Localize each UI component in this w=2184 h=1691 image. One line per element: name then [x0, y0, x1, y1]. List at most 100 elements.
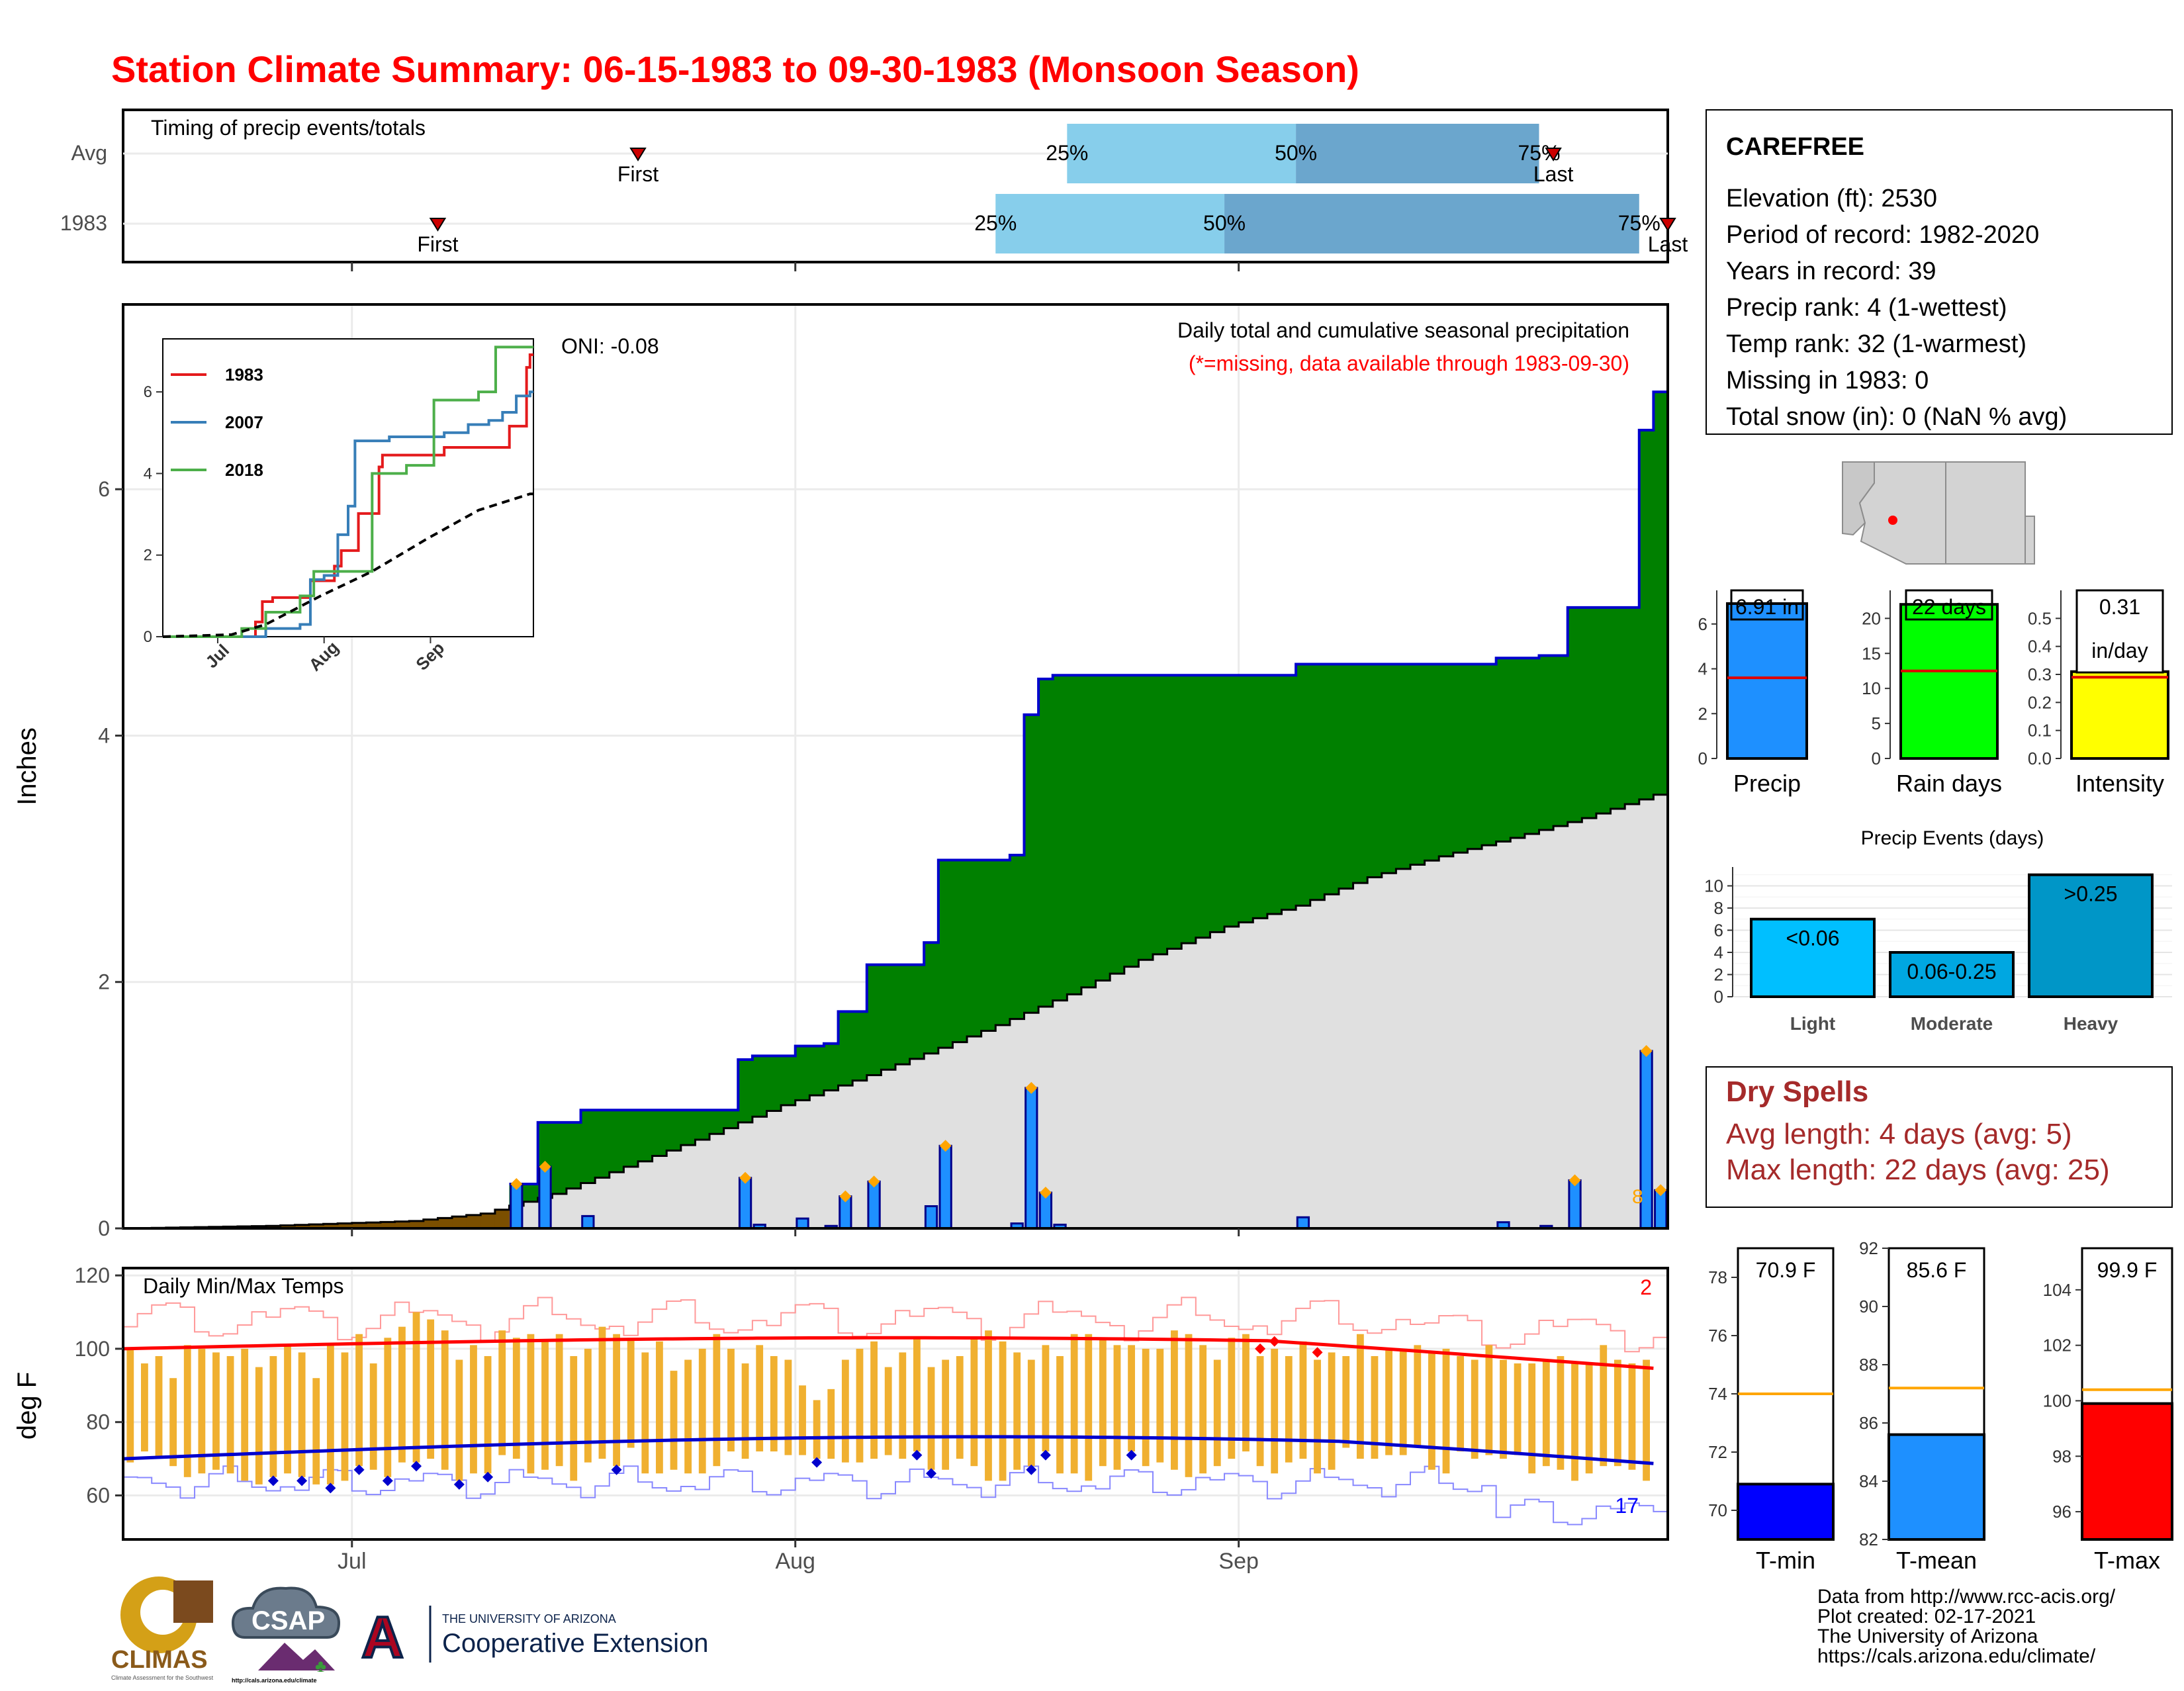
above-avg-segment: [1224, 675, 1239, 927]
timing-bar-25-50: [995, 194, 1224, 253]
daily-precip-bar: [1297, 1217, 1308, 1228]
summary-ytick-label: 6: [1698, 614, 1707, 634]
summary-bar: [1727, 604, 1807, 758]
temp-summary-bar: [1738, 1484, 1833, 1539]
precip-ytick-label: 4: [98, 723, 110, 747]
temp-summary-ytick-label: 86: [1859, 1413, 1878, 1433]
above-avg-segment: [1267, 675, 1282, 914]
above-avg-segment: [610, 1110, 624, 1172]
daily-temp-range-bar: [341, 1352, 349, 1481]
events-ytick-label: 2: [1714, 964, 1723, 984]
above-avg-segment: [581, 1110, 596, 1183]
above-avg-segment: [724, 1110, 739, 1128]
cold-count: 17: [1615, 1494, 1639, 1518]
daily-temp-range-bar: [613, 1334, 620, 1466]
daily-temp-range-bar: [541, 1342, 549, 1470]
above-avg-segment: [1367, 664, 1382, 878]
above-avg-segment: [1596, 608, 1611, 813]
daily-temp-range-bar: [656, 1342, 663, 1473]
above-avg-segment: [938, 860, 953, 1048]
timing-bar-25-50: [1067, 124, 1296, 183]
daily-temp-range-bar: [327, 1345, 334, 1485]
daily-temp-range-bar: [1056, 1356, 1064, 1473]
precip-marker-8: 8: [1632, 1186, 1643, 1208]
daily-temp-range-bar: [1485, 1345, 1492, 1455]
csap-url: http://cals.arizona.edu/climate: [232, 1677, 317, 1684]
daily-precip-bar: [539, 1167, 551, 1228]
daily-temp-range-bar: [799, 1385, 806, 1455]
inset-frame: [163, 339, 533, 637]
daily-temp-range-bar: [1385, 1349, 1392, 1455]
climas-wordmark: CLIMAS: [111, 1646, 208, 1674]
daily-temp-range-bar: [1028, 1360, 1035, 1467]
below-avg-segment: [424, 1220, 438, 1228]
inset-ytick-label: 6: [144, 383, 152, 401]
daily-temp-range-bar: [584, 1349, 592, 1463]
temp-summary-value: 85.6 F: [1907, 1258, 1967, 1282]
temp-title: Daily Min/Max Temps: [143, 1274, 343, 1298]
event-category-label: Heavy: [2064, 1013, 2118, 1034]
timing-bar-50-75: [1296, 124, 1539, 183]
daily-temp-range-bar: [126, 1349, 134, 1463]
daily-temp-range-bar: [284, 1345, 291, 1473]
daily-temp-range-bar: [241, 1349, 248, 1481]
temp-ytick-label: 120: [75, 1263, 110, 1287]
daily-temp-range-bar: [1085, 1334, 1092, 1481]
ua-block-a: A: [361, 1604, 404, 1670]
summary-ytick-label: 5: [1872, 713, 1881, 733]
above-avg-segment: [681, 1110, 696, 1145]
above-avg-segment: [867, 965, 882, 1075]
station-name: CAREFREE: [1726, 133, 1864, 161]
month-label: Jul: [338, 1549, 366, 1574]
above-avg-segment: [638, 1110, 653, 1161]
inset-legend-label: 1983: [225, 365, 263, 385]
above-avg-segment: [1210, 675, 1224, 932]
above-avg-segment: [1253, 675, 1267, 918]
above-avg-segment: [881, 965, 895, 1070]
timing-event-label: First: [617, 162, 659, 186]
above-avg-segment: [1167, 675, 1182, 948]
daily-temp-range-bar: [1400, 1349, 1407, 1455]
below-avg-segment: [437, 1218, 452, 1228]
daily-precip-bar: [511, 1184, 522, 1228]
daily-temp-range-bar: [713, 1334, 720, 1466]
daily-temp-range-bar: [212, 1352, 220, 1469]
timing-row-avg-label: Avg: [71, 141, 107, 165]
locator-map: [1843, 462, 2034, 564]
above-avg-segment: [523, 1184, 538, 1202]
above-avg-segment: [1339, 664, 1353, 889]
above-avg-segment: [824, 1044, 839, 1091]
daily-temp-range-bar: [670, 1371, 678, 1470]
above-avg-segment: [1482, 664, 1496, 846]
oni-label: ONI: -0.08: [561, 334, 659, 358]
above-avg-segment: [1439, 664, 1453, 856]
summary-bar: [1901, 604, 1997, 758]
dry-spells-title: Dry Spells: [1726, 1075, 1868, 1108]
daily-temp-range-bar: [856, 1349, 864, 1463]
footer-line: Plot created: 02-17-2021: [1817, 1606, 2036, 1627]
daily-temp-range-bar: [398, 1327, 406, 1463]
summary-ytick-label: 10: [1862, 678, 1881, 698]
daily-temp-range-bar: [1242, 1334, 1250, 1451]
below-avg-segment: [495, 1210, 510, 1228]
temp-summary-value: 99.9 F: [2097, 1258, 2158, 1282]
daily-temp-range-bar: [441, 1330, 449, 1470]
daily-temp-range-bar: [312, 1378, 320, 1485]
precip-ylabel: Inches: [13, 727, 42, 805]
daily-temp-range-bar: [484, 1356, 492, 1473]
csap-logo: CSAP ♣ http://cals.arizona.edu/climate: [232, 1588, 339, 1684]
daily-temp-range-bar: [1285, 1356, 1293, 1463]
above-avg-segment: [1525, 658, 1539, 834]
above-avg-segment: [738, 1060, 752, 1122]
temp-frame-bg: [123, 1268, 1668, 1539]
above-avg-segment: [567, 1122, 581, 1189]
daily-temp-range-bar: [255, 1367, 263, 1485]
daily-precip-bar: [582, 1216, 594, 1228]
above-avg-segment: [1510, 658, 1525, 838]
daily-temp-range-bar: [1071, 1334, 1078, 1474]
above-avg-segment: [1568, 608, 1582, 822]
summary-value-label: 6.91 in: [1735, 595, 1799, 619]
daily-temp-range-bar: [1013, 1352, 1021, 1469]
